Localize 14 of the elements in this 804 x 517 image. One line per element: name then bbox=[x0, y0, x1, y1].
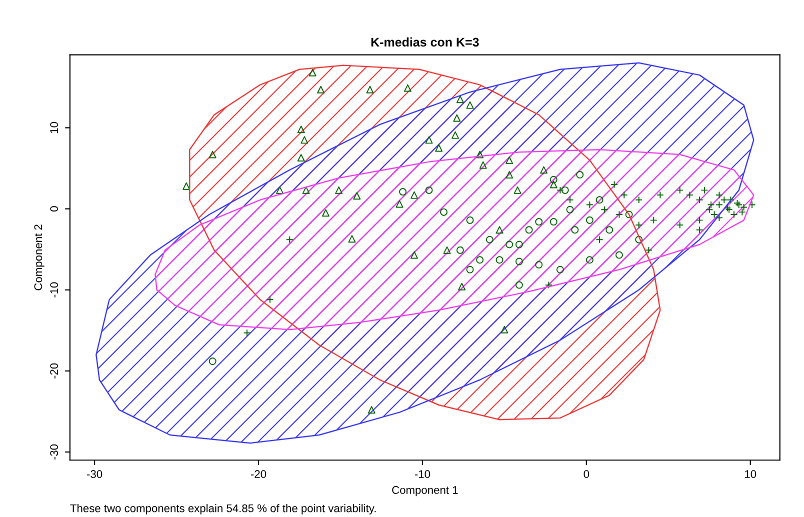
x-tick-label: -10 bbox=[414, 470, 430, 478]
x-tick-label: -30 bbox=[87, 470, 102, 478]
x-axis-title: Component 1 bbox=[392, 486, 458, 496]
y-tick-label: -20 bbox=[50, 363, 58, 378]
y-tick-label: 10 bbox=[50, 122, 58, 134]
x-tick-label: 10 bbox=[745, 470, 756, 478]
x-tick-label: -20 bbox=[250, 470, 266, 478]
y-axis-title: Component 2 bbox=[34, 224, 44, 290]
x-tick-label: 0 bbox=[584, 470, 590, 478]
y-tick-label: -30 bbox=[50, 444, 58, 460]
y-tick-label: 0 bbox=[50, 206, 58, 212]
text: These two components explain 54.85 % of the point variability. bbox=[70, 504, 376, 514]
chart-title: K-medias con K=3 bbox=[371, 37, 479, 47]
y-tick-label: -10 bbox=[50, 282, 58, 298]
